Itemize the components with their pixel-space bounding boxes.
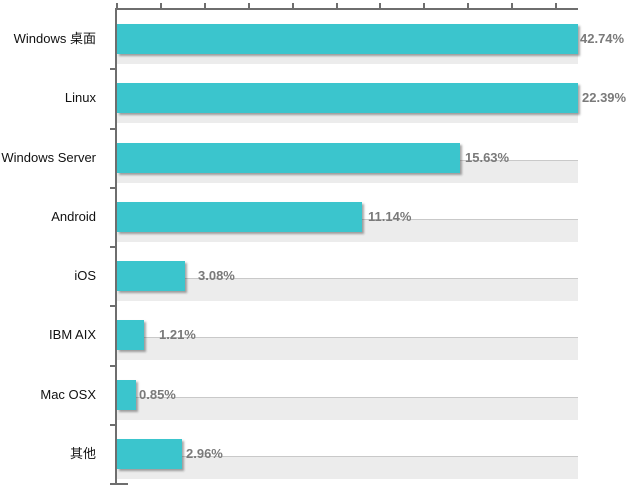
x-axis-tick [511, 3, 513, 8]
bar [117, 142, 460, 173]
x-axis-tick [292, 3, 294, 8]
bar-row: 15.63% [117, 129, 578, 188]
x-axis-tick [160, 3, 162, 8]
y-axis-tick [110, 424, 115, 426]
category-label: Windows 桌面 [13, 31, 96, 46]
x-axis-tick [248, 3, 250, 8]
bar-track [117, 337, 578, 361]
bar-row: 3.08% [117, 247, 578, 306]
y-axis-tick [110, 68, 115, 70]
category-label: iOS [74, 268, 96, 283]
bar-track [117, 455, 578, 479]
category-label: 其他 [69, 445, 96, 461]
value-label: 11.14% [368, 208, 412, 224]
value-label: 22.39% [582, 90, 627, 106]
y-axis-tick [110, 305, 115, 307]
y-axis-tick [110, 187, 115, 189]
x-axis-tick [555, 3, 557, 8]
x-axis-tick [116, 3, 118, 8]
value-label: 2.96% [186, 445, 223, 461]
value-label: 15.63% [465, 149, 510, 165]
bar-row: 42.74% [117, 10, 624, 69]
category-label: Windows Server [1, 149, 96, 165]
bar-row: 2.96% [117, 425, 578, 484]
y-axis-tick [110, 128, 115, 130]
value-label: 1.21% [159, 327, 196, 343]
value-label: 42.74% [580, 31, 625, 46]
bar-track [117, 396, 578, 420]
bar [117, 201, 362, 232]
y-axis-tick [110, 365, 115, 367]
category-label: Linux [64, 90, 96, 106]
plot-area: 42.74% 22.39% 15.63% 11.14% 3.08% 1.21% 0.85% 2… [110, 3, 626, 485]
bar [117, 261, 185, 291]
value-label: 0.85% [139, 386, 176, 402]
y-axis-bottom-foot [115, 483, 128, 485]
category-label: IBM AIX [49, 327, 96, 343]
x-axis-tick [467, 3, 469, 8]
bar-row: 22.39% [117, 69, 626, 128]
x-axis-tick [423, 3, 425, 8]
bar [117, 438, 182, 469]
y-axis-tick [110, 246, 115, 248]
x-axis-tick [379, 3, 381, 8]
bar [117, 24, 578, 54]
bar [117, 320, 144, 351]
bar-track [117, 278, 578, 301]
category-label: Android [51, 208, 96, 224]
x-axis-tick [336, 3, 338, 8]
bar [117, 379, 136, 410]
x-axis-tick [204, 3, 206, 8]
bar-row: 0.85% [117, 366, 578, 425]
bar [117, 83, 578, 114]
category-label: Mac OSX [40, 386, 96, 402]
bar-row: 1.21% [117, 306, 578, 365]
y-axis-tick [110, 483, 115, 485]
value-label: 3.08% [198, 268, 235, 283]
bar-row: 11.14% [117, 188, 578, 247]
